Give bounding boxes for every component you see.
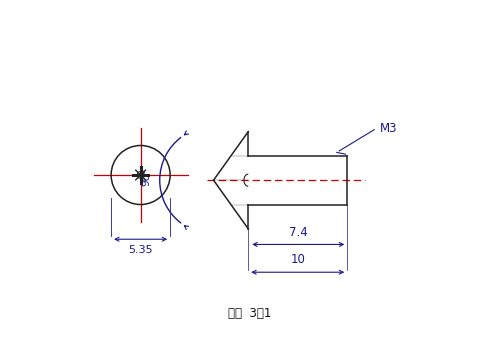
- Text: 尺度  3：1: 尺度 3：1: [228, 307, 272, 320]
- Text: 10: 10: [290, 253, 305, 266]
- Text: 5.35: 5.35: [128, 245, 153, 256]
- Text: M3: M3: [380, 121, 398, 135]
- Text: 90°: 90°: [141, 168, 151, 186]
- Text: 7.4: 7.4: [289, 226, 308, 239]
